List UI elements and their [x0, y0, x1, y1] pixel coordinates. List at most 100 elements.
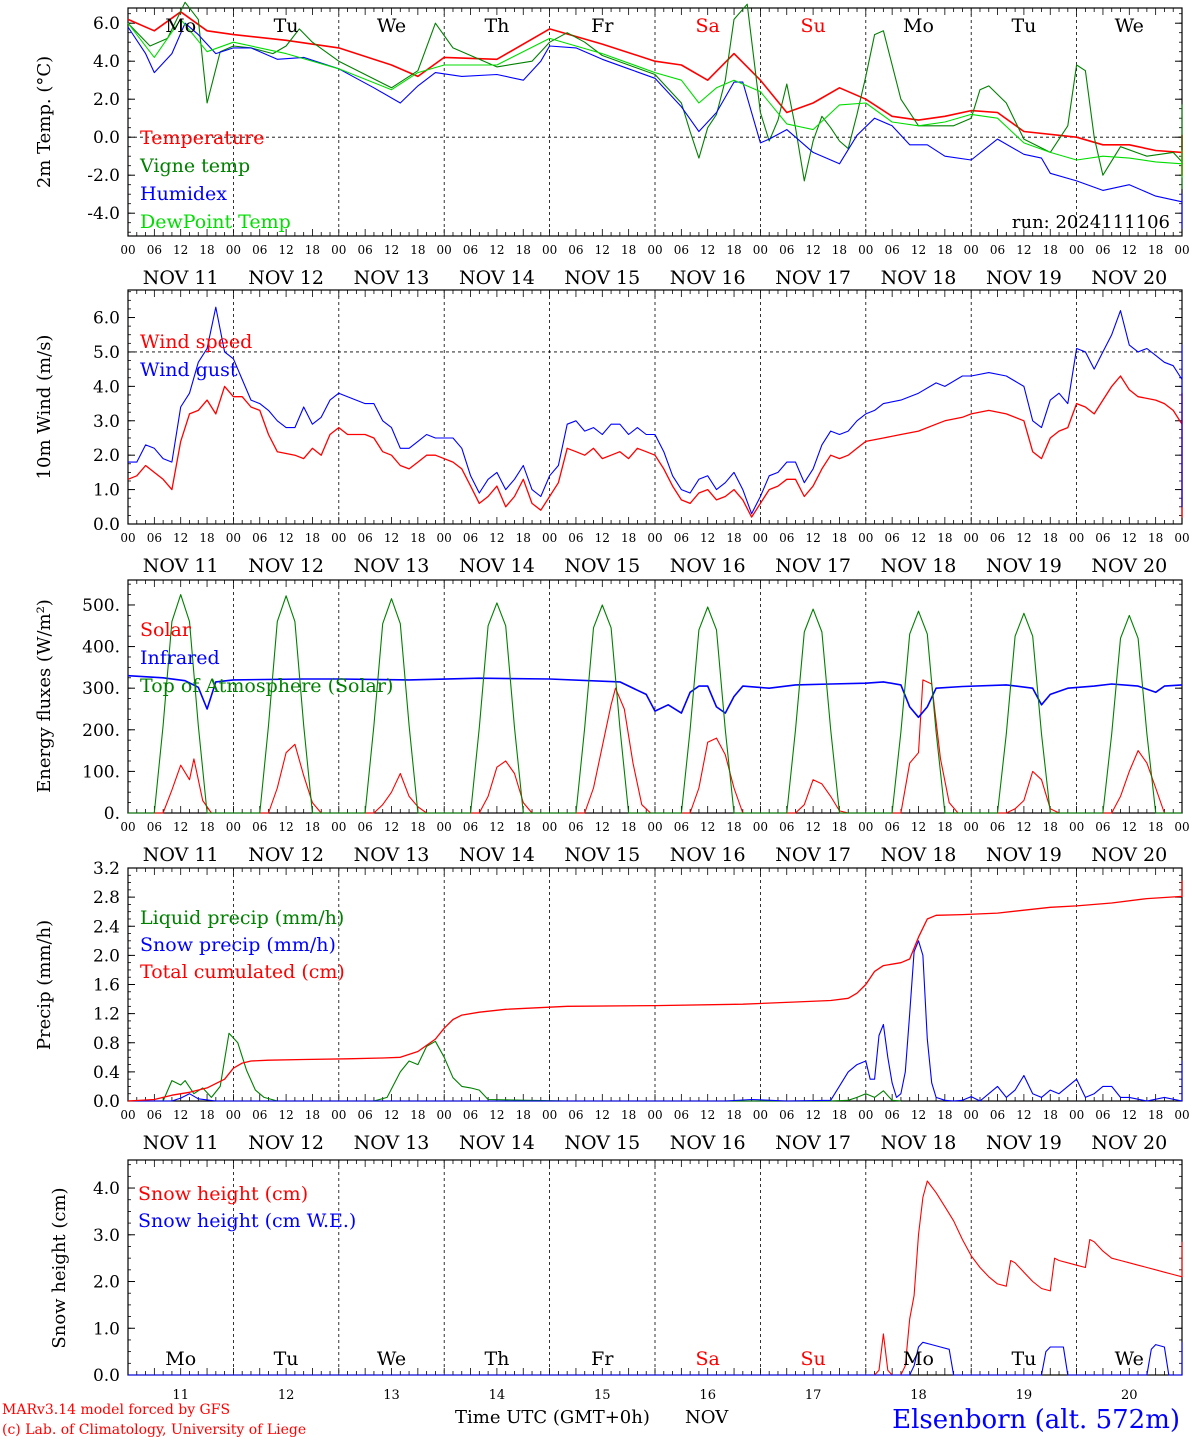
hour-label: 06: [674, 820, 689, 834]
hour-label: 12: [384, 243, 399, 257]
hour-label: 00: [120, 243, 135, 257]
weekday-label: Su: [800, 15, 825, 37]
weekday-label: Mo: [903, 15, 934, 37]
hour-label: 06: [885, 243, 900, 257]
hour-label: 12: [1016, 531, 1031, 545]
y-tick-label: 2.0: [93, 446, 120, 466]
date-label: NOV 17: [775, 844, 851, 866]
hour-label: 12: [1122, 531, 1137, 545]
panel-2: 6.0 5.0 4.0 3.0 2.0 1.0 0.0 10m Wind (m/s) Wind …: [34, 289, 1190, 577]
y-tick-label: 2.4: [93, 917, 120, 937]
hour-label: 06: [990, 243, 1005, 257]
hour-label: 12: [278, 531, 293, 545]
weekday-label: Mo: [165, 15, 196, 37]
hour-label: 12: [489, 820, 504, 834]
hour-label: 18: [305, 820, 320, 834]
hour-label: 18: [1043, 243, 1058, 257]
y-axis-label: Precip (mm/h): [34, 920, 55, 1050]
legend-entry: Top of Atmosphere (Solar): [140, 675, 393, 697]
legend-entry: Liquid precip (mm/h): [140, 907, 344, 929]
weekday-label: Sa: [696, 1348, 720, 1370]
hour-label: 00: [858, 531, 873, 545]
hour-label: 18: [516, 243, 531, 257]
hour-label: 06: [779, 531, 794, 545]
hour-label: 18: [305, 1108, 320, 1122]
hour-label: 06: [252, 1108, 267, 1122]
hour-label: 00: [120, 531, 135, 545]
hour-label: 12: [595, 243, 610, 257]
legend-entry: Snow height (cm): [138, 1183, 308, 1205]
hour-label: 00: [647, 820, 662, 834]
hour-label: 06: [358, 1108, 373, 1122]
hour-label: 06: [568, 531, 583, 545]
y-tick-label: -4.0: [87, 204, 120, 224]
y-axis-label: 2m Temp. (°C): [34, 56, 55, 188]
series-line-2: [128, 306, 1183, 515]
hour-label: 06: [568, 820, 583, 834]
hour-label: 12: [489, 1108, 504, 1122]
series-line-3: [128, 594, 1182, 814]
date-label: NOV 17: [775, 555, 851, 577]
hour-label: 18: [937, 531, 952, 545]
y-tick-label: 2.8: [93, 888, 120, 908]
y-tick-label: 0.8: [93, 1034, 120, 1054]
date-label: NOV 14: [459, 555, 535, 577]
hour-label: 00: [858, 1108, 873, 1122]
legend-entry: Infrared: [140, 647, 220, 669]
hour-label: 12: [1016, 1108, 1031, 1122]
panel-1: 6.0 4.0 2.0 0.0 -2.0 -4.0 2m Temp. (°C) Tempera…: [34, 1, 1190, 289]
date-label: NOV 18: [881, 267, 957, 289]
date-label: NOV 11: [143, 844, 219, 866]
hour-label: 06: [779, 820, 794, 834]
hour-label: 18: [937, 1108, 952, 1122]
date-label: NOV 19: [986, 555, 1062, 577]
hour-label: 00: [542, 820, 557, 834]
hour-label: 12: [278, 820, 293, 834]
weekday-label: Mo: [903, 1348, 934, 1370]
hour-label: 00: [542, 1108, 557, 1122]
date-label: NOV 16: [670, 844, 746, 866]
hour-label: 18: [832, 820, 847, 834]
y-tick-label: 500.: [82, 596, 120, 616]
y-tick-label: 300.: [82, 679, 120, 699]
hour-label: 06: [147, 531, 162, 545]
hour-label: 06: [358, 243, 373, 257]
panel-4: 3.2 2.8 2.4 2.0 1.6 1.2 0.8 0.4 0.0 Precip (mm/h)…: [34, 859, 1190, 1154]
hour-label: 06: [1095, 1108, 1110, 1122]
weekday-label: Tu: [274, 15, 299, 37]
date-label: NOV 19: [986, 267, 1062, 289]
hour-label: 12: [595, 820, 610, 834]
hour-label: 18: [1043, 1108, 1058, 1122]
series-line-4: [127, 18, 1183, 178]
y-tick-label: 5.0: [93, 343, 120, 363]
date-label: NOV 20: [1091, 1132, 1167, 1154]
hour-label: 06: [674, 531, 689, 545]
hour-label: 18: [199, 1108, 214, 1122]
weekday-label: Tu: [1011, 15, 1036, 37]
hour-label: 00: [753, 1108, 768, 1122]
hour-label: 18: [410, 820, 425, 834]
hour-label: 06: [779, 243, 794, 257]
day-of-month-label: 19: [1016, 1388, 1033, 1403]
hour-label: 00: [753, 820, 768, 834]
date-label: NOV 13: [354, 1132, 430, 1154]
date-label: NOV 20: [1091, 844, 1167, 866]
date-label: NOV 13: [354, 267, 430, 289]
hour-label: 18: [937, 820, 952, 834]
hour-label: 18: [305, 531, 320, 545]
hour-label: 12: [1016, 243, 1031, 257]
hour-label: 06: [990, 531, 1005, 545]
hour-label: 12: [173, 531, 188, 545]
y-tick-label: 6.0: [93, 14, 120, 34]
hour-label: 06: [1095, 820, 1110, 834]
legend-entry: Snow height (cm W.E.): [138, 1210, 356, 1232]
hour-label: 12: [805, 1108, 820, 1122]
hour-label: 00: [1174, 1108, 1189, 1122]
hour-label: 12: [911, 1108, 926, 1122]
hour-label: 12: [595, 531, 610, 545]
x-axis-month: NOV: [685, 1407, 729, 1428]
hour-label: 18: [199, 820, 214, 834]
hour-label: 00: [753, 243, 768, 257]
hour-label: 12: [1122, 1108, 1137, 1122]
hour-label: 18: [726, 820, 741, 834]
